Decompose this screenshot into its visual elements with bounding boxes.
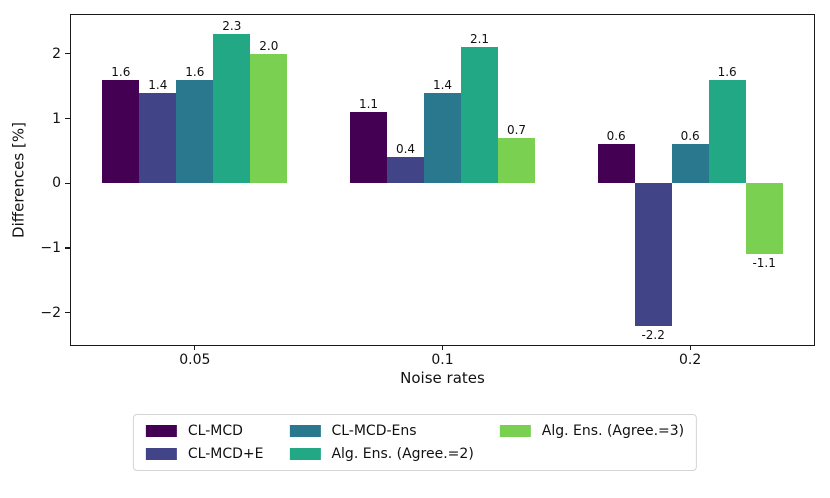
y-tick-label: 1 [52, 110, 61, 127]
bar-cl-mcd-e [139, 92, 177, 184]
bar-cl-mcd-ens [176, 79, 214, 184]
legend-column: Alg. Ens. (Agree.=3) [499, 423, 685, 439]
bar-cl-mcd-e [387, 157, 424, 184]
y-tick-label: 0 [52, 175, 61, 192]
x-tick-mark [441, 345, 444, 350]
y-tick-mark [65, 117, 70, 120]
legend-column: CL-MCD-Ens Alg. Ens. (Agree.=2) [289, 423, 474, 463]
legend: CL-MCD CL-MCD+E CL-MCD-Ens Alg. Ens. (Agree… [132, 414, 698, 472]
bar-alg-ens-agree-3- [498, 137, 535, 184]
bar-value-label: 0.7 [506, 122, 527, 137]
bar-value-label: 1.6 [111, 64, 131, 79]
legend-item: CL-MCD+E [145, 446, 264, 463]
y-tick-label: −2 [40, 304, 61, 321]
y-tick-label: −1 [40, 239, 61, 256]
bar-value-label: 2.1 [469, 32, 490, 47]
x-tick-label: 0.05 [179, 352, 211, 368]
bar-cl-mcd-e [634, 183, 672, 326]
bar-value-label: 0.6 [606, 129, 626, 144]
legend-label: CL-MCD-Ens [331, 423, 417, 439]
bar-value-label: 1.6 [717, 64, 737, 79]
bar-alg-ens-agree-3- [250, 53, 288, 184]
legend-column: CL-MCD CL-MCD+E [145, 423, 264, 463]
legend-swatch [289, 425, 321, 438]
bar-alg-ens-agree-3- [745, 183, 783, 255]
legend-label: Alg. Ens. (Agree.=2) [331, 446, 474, 463]
legend-item: CL-MCD-Ens [289, 423, 473, 439]
y-tick-mark [65, 312, 70, 314]
legend-swatch [499, 425, 531, 438]
bar-value-label: 1.4 [432, 77, 453, 92]
legend-swatch [289, 448, 321, 461]
bar-cl-mcd-ens [671, 144, 709, 184]
bar-cl-mcd [102, 79, 140, 184]
legend-item: Alg. Ens. (Agree.=3) [499, 423, 685, 439]
legend-swatch [145, 448, 177, 461]
y-tick-mark [65, 247, 70, 249]
y-tick-mark [65, 182, 70, 184]
bar-value-label: 2.3 [222, 19, 242, 34]
x-tick-label: 0.1 [431, 352, 454, 368]
x-axis-title: Noise rates [400, 369, 485, 387]
bar-alg-ens-agree-2- [213, 34, 251, 184]
bar-value-label: 0.6 [680, 129, 700, 144]
x-tick-label: 0.2 [679, 352, 702, 368]
legend-item: Alg. Ens. (Agree.=2) [289, 446, 474, 463]
bar-value-label: 0.4 [395, 142, 416, 157]
bar-cl-mcd-ens [424, 92, 461, 184]
legend-label: Alg. Ens. (Agree.=3) [541, 423, 685, 439]
bar-cl-mcd [597, 144, 635, 184]
x-tick-mark [194, 345, 196, 350]
legend-swatch [145, 425, 177, 438]
bar-value-label: 2.0 [259, 38, 279, 53]
y-axis-title: Differences [%] [9, 122, 28, 238]
bar-alg-ens-agree-2- [708, 79, 746, 184]
x-tick-mark [689, 345, 691, 350]
legend-item: CL-MCD [145, 423, 264, 439]
bar-value-label: 1.6 [185, 64, 205, 79]
legend-label: CL-MCD [187, 423, 243, 439]
bar-value-label: 1.4 [148, 77, 168, 92]
plot-area: Differences [%] Noise rates −2 −1 0 1 2 0.05 1… [10, 14, 815, 386]
bar-value-label: -2.2 [641, 327, 665, 342]
y-tick-label: 2 [52, 45, 61, 62]
bar-value-label: 1.1 [358, 97, 379, 112]
y-tick-mark [65, 53, 70, 55]
legend-label: CL-MCD+E [187, 446, 264, 463]
bar-value-label: -1.1 [752, 256, 776, 271]
bar-cl-mcd [350, 112, 387, 184]
bar-alg-ens-agree-2- [461, 47, 498, 184]
